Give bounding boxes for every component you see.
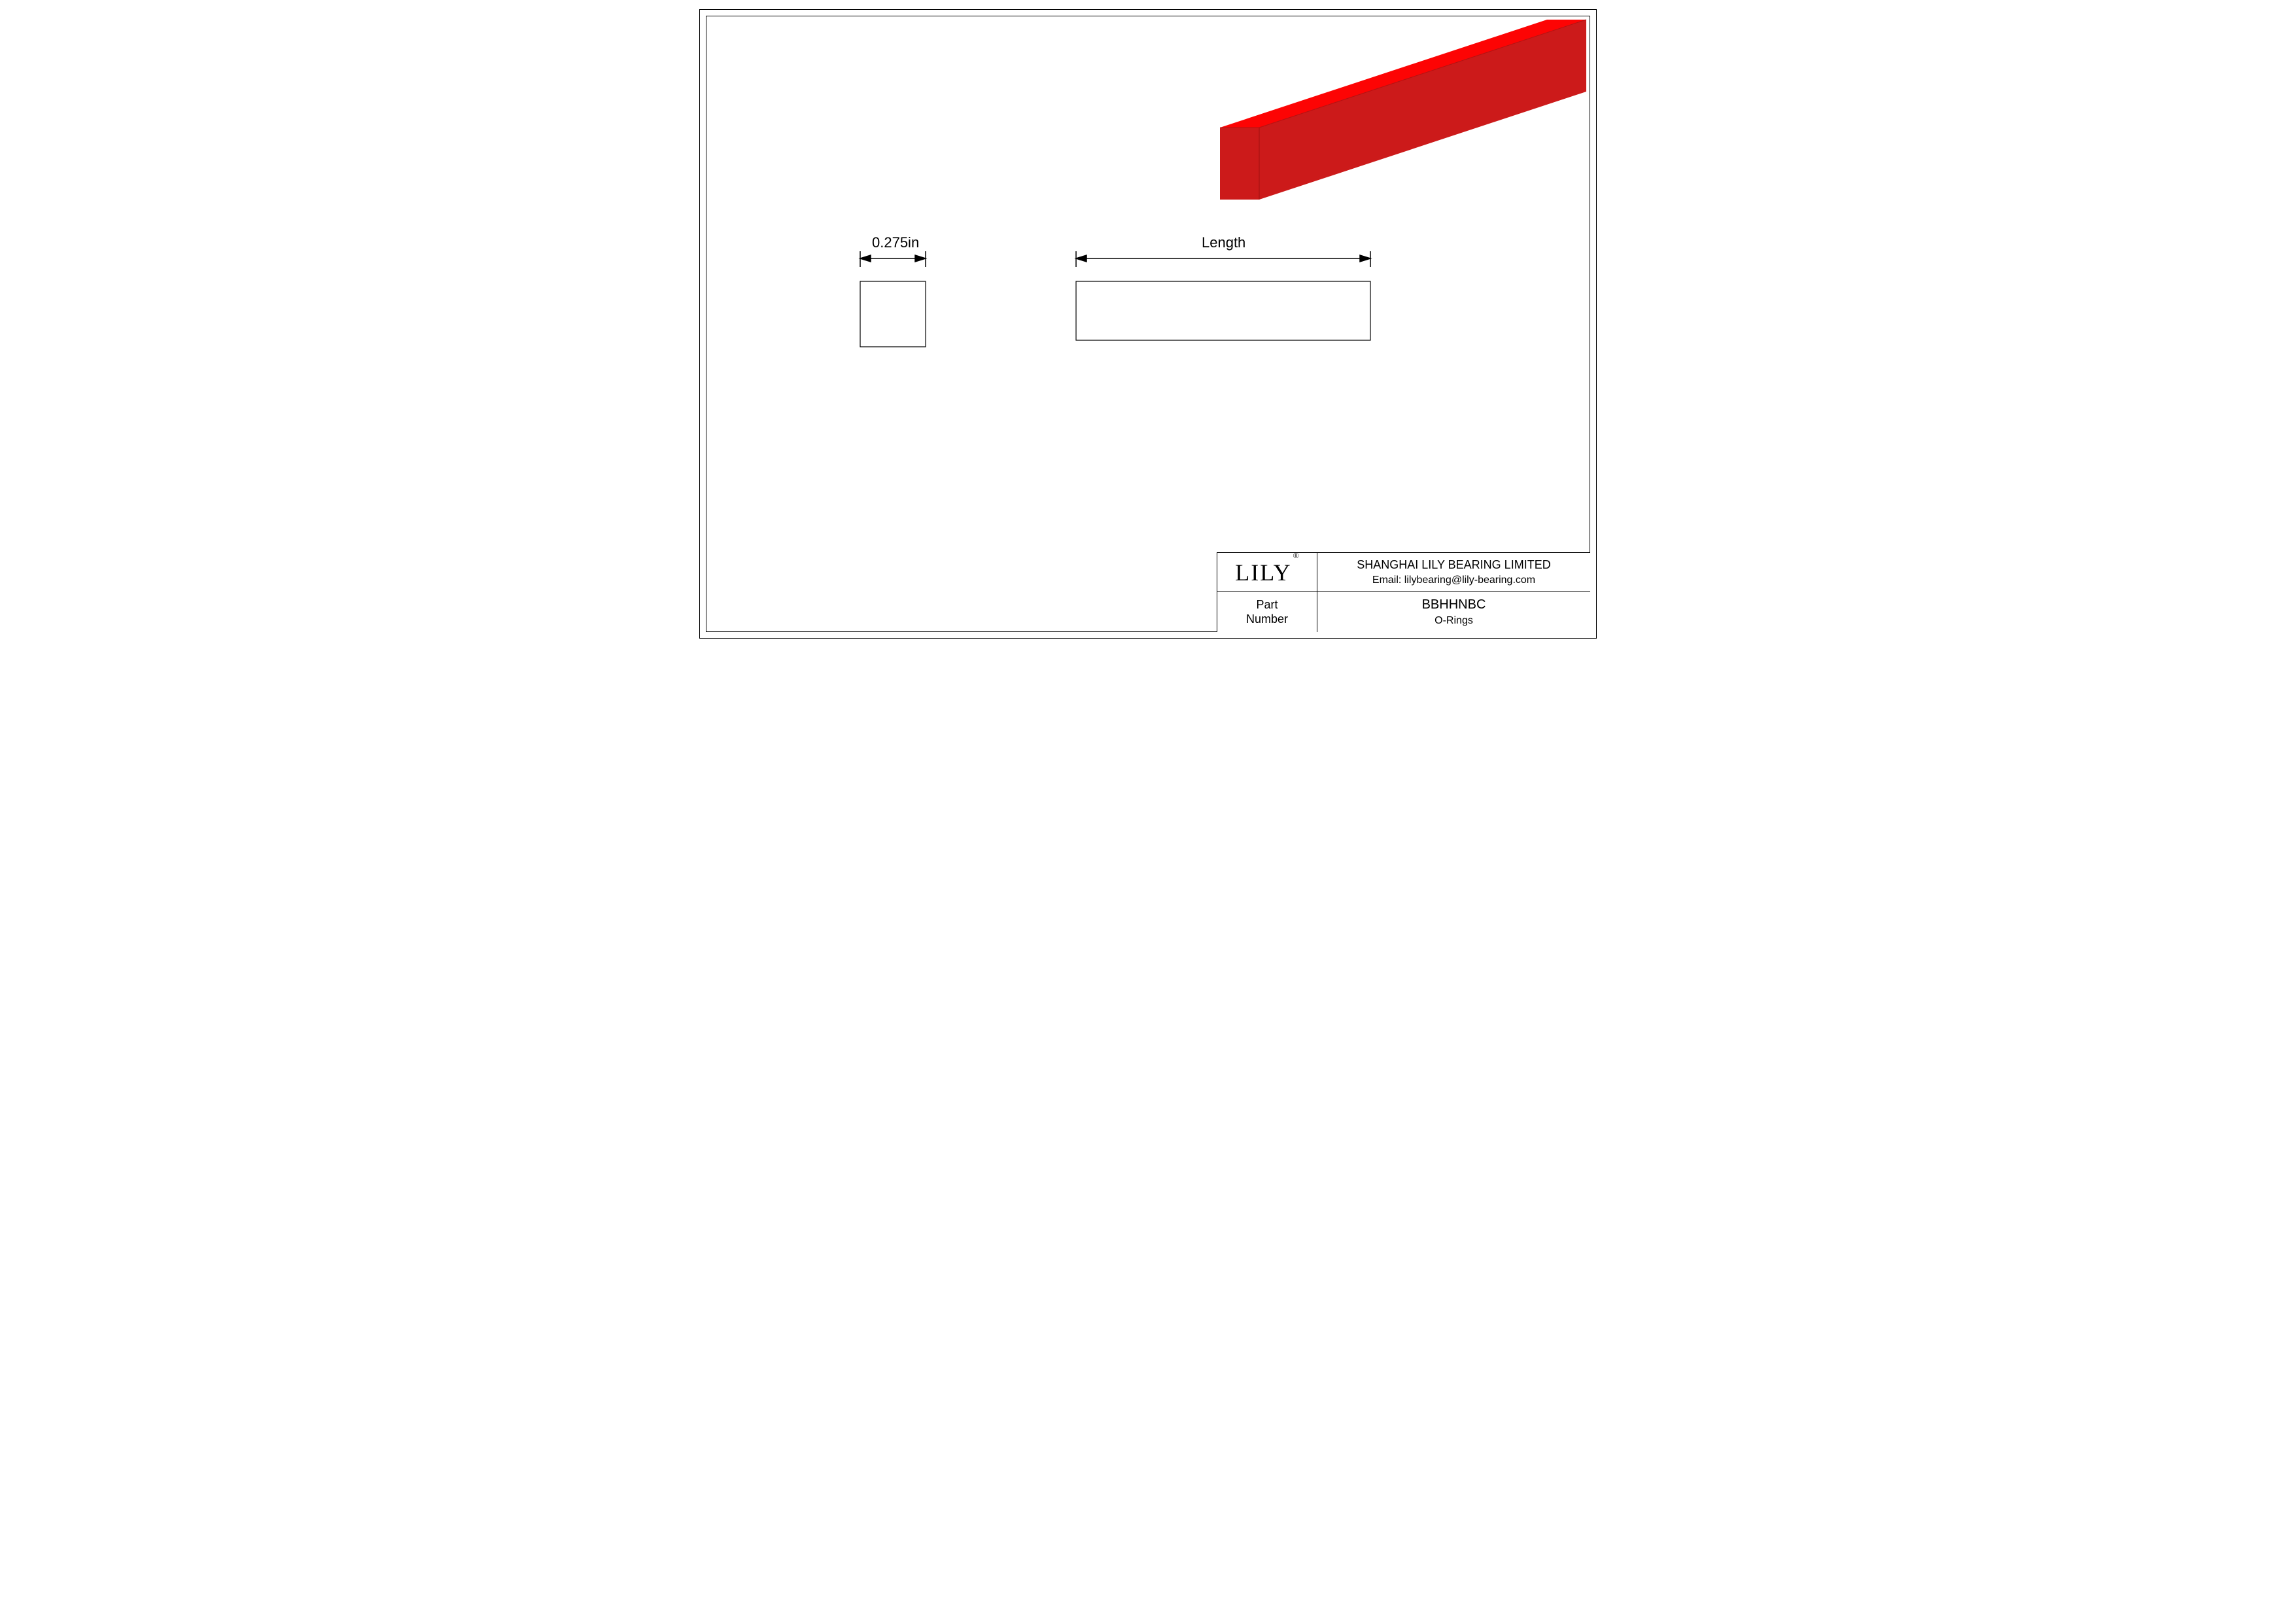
company-email: Email: lilybearing@lily-bearing.com xyxy=(1372,574,1535,586)
registered-mark: ® xyxy=(1293,551,1300,560)
lily-logo-text: LILY xyxy=(1235,559,1291,586)
part-number-label-line2: Number xyxy=(1246,612,1288,627)
title-block: LILY® SHANGHAI LILY BEARING LIMITED Emai… xyxy=(1217,552,1590,632)
length-dimension xyxy=(1076,251,1370,267)
bar-front-face xyxy=(1220,128,1259,200)
cross-section-square xyxy=(860,281,926,347)
company-name: SHANGHAI LILY BEARING LIMITED xyxy=(1357,558,1550,572)
cross-section-label: 0.275in xyxy=(872,234,919,251)
title-block-row-part: Part Number BBHHNBC O-Rings xyxy=(1217,592,1590,632)
title-block-row-company: LILY® SHANGHAI LILY BEARING LIMITED Emai… xyxy=(1217,553,1590,592)
logo-cell: LILY® xyxy=(1217,553,1317,591)
isometric-bar xyxy=(1220,20,1586,200)
drawing-canvas xyxy=(690,0,1606,648)
cross-section-dimension xyxy=(860,251,926,267)
length-rect xyxy=(1076,281,1370,340)
length-label: Length xyxy=(1202,234,1245,251)
part-number-label-line1: Part xyxy=(1256,598,1278,612)
part-number-value: BBHHNBC xyxy=(1422,597,1486,612)
part-description: O-Rings xyxy=(1435,615,1473,627)
drawing-sheet: 0.275in Length LILY® SHANGHAI LILY BEARI… xyxy=(690,0,1606,648)
lily-logo: LILY® xyxy=(1235,561,1299,584)
part-number-cell: BBHHNBC O-Rings xyxy=(1317,592,1590,632)
company-cell: SHANGHAI LILY BEARING LIMITED Email: lil… xyxy=(1317,553,1590,591)
part-number-label-cell: Part Number xyxy=(1217,592,1317,632)
